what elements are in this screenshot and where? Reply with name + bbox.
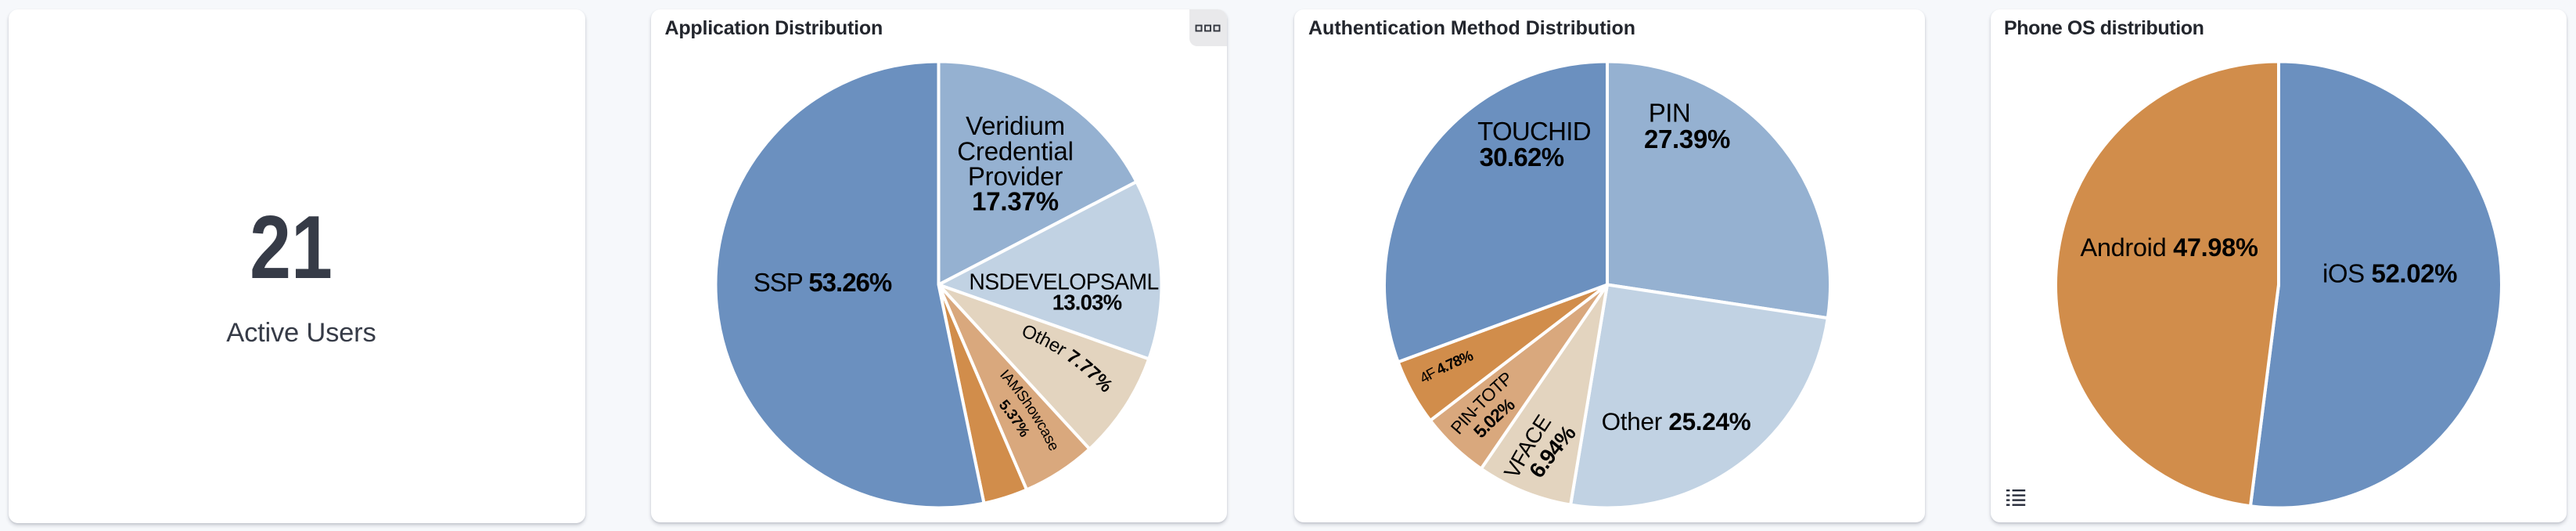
svg-text:Veridium: Veridium xyxy=(966,111,1065,140)
svg-text:30.62%: 30.62% xyxy=(1480,143,1564,172)
svg-text:iOS 52.02%: iOS 52.02% xyxy=(2322,259,2457,288)
svg-text:Provider: Provider xyxy=(968,162,1063,191)
svg-text:Credential: Credential xyxy=(957,137,1073,166)
svg-text:13.03%: 13.03% xyxy=(1052,291,1122,315)
svg-text:Android 47.98%: Android 47.98% xyxy=(2080,233,2258,262)
svg-text:17.37%: 17.37% xyxy=(972,187,1059,216)
svg-text:27.39%: 27.39% xyxy=(1644,125,1730,154)
svg-text:SSP 53.26%: SSP 53.26% xyxy=(754,268,892,297)
svg-text:PIN: PIN xyxy=(1649,98,1691,127)
svg-text:Other 25.24%: Other 25.24% xyxy=(1602,407,1751,435)
svg-text:TOUCHID: TOUCHID xyxy=(1477,117,1591,146)
svg-text:NSDEVELOPSAML: NSDEVELOPSAML xyxy=(969,269,1158,294)
